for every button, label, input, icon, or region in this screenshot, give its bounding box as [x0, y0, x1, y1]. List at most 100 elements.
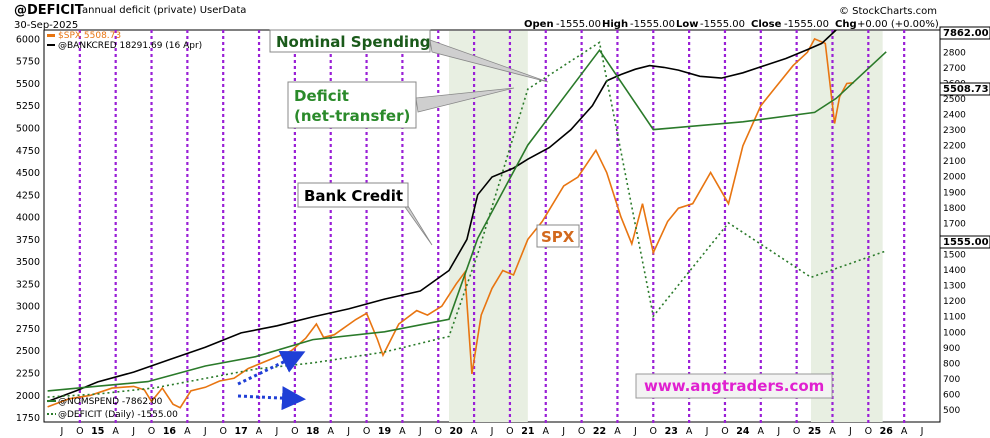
right-tick-label: 1800 [943, 204, 966, 214]
close-label: Close [751, 19, 782, 30]
x-month-label: A [327, 426, 334, 437]
x-year-label: 19 [378, 426, 391, 437]
x-month-label: J [60, 426, 64, 437]
right-tick-label: 1500 [943, 251, 966, 261]
callout-box [536, 224, 580, 248]
callout-pointer [415, 87, 515, 113]
x-year-label: 17 [235, 426, 248, 437]
open-value: -1555.00 [556, 19, 601, 30]
left-tick-label: 5500 [16, 79, 40, 90]
right-tick-label: 900 [943, 344, 960, 354]
x-month-label: O [148, 426, 155, 437]
header-symbol: @DEFICIT [14, 3, 84, 18]
series-layer [47, 29, 887, 409]
callout-text: Nominal Spending [276, 33, 430, 51]
badge-deficit-text: 1555.00 [943, 237, 989, 248]
left-tick-label: 2000 [16, 391, 40, 402]
series-deficit [47, 41, 887, 398]
callout-box [287, 81, 417, 129]
right-tick-label: 1300 [943, 282, 966, 292]
callout-text-line1: Deficit [294, 87, 349, 105]
badge-deficit-box [939, 235, 990, 249]
legend-bottom: @NOMSPEND -7862.00 @DEFICIT (Daily) -155… [47, 397, 178, 420]
series-spx [47, 37, 855, 409]
x-month-label: A [471, 426, 478, 437]
x-year-label: 21 [521, 426, 534, 437]
x-month-label: A [829, 426, 836, 437]
x-month-label: A [614, 426, 621, 437]
x-month-label: J [490, 426, 494, 437]
x-year-label: 22 [593, 426, 606, 437]
left-tick-label: 4250 [16, 190, 40, 201]
left-tick-label: 4750 [16, 146, 40, 157]
left-tick-label: 2250 [16, 369, 40, 380]
legend-deficit: @DEFICIT (Daily) -1555.00 [58, 410, 178, 420]
x-month-label: A [256, 426, 263, 437]
callout-pointer [429, 39, 549, 83]
header-subtitle: annual deficit (private) UserData [82, 5, 246, 16]
badge-spx-text: 5508.73 [943, 84, 989, 95]
callout-box [297, 182, 409, 208]
x-month-label: O [76, 426, 83, 437]
badge-spx: 5508.73 [939, 82, 990, 96]
left-tick-label: 1750 [16, 413, 40, 424]
x-month-label: O [434, 426, 441, 437]
left-tick-label: 5000 [16, 124, 40, 135]
series-bank-credit [47, 29, 837, 403]
right-tick-label: 2500 [943, 95, 966, 105]
legend-nomspend: @NOMSPEND -7862.00 [58, 397, 163, 407]
right-tick-label: 800 [943, 359, 960, 369]
legend-bankcred: @BANKCRED 18291.69 (16 Apr) [58, 41, 202, 51]
legend-spx-swatch [47, 34, 55, 37]
x-month-label: J [346, 426, 350, 437]
website-banner: www.angtraders.com [635, 373, 833, 399]
left-axis: 6000 5750 5500 5250 5000 4750 4500 4250 4000 3750… [16, 34, 40, 424]
x-month-label: J [275, 426, 279, 437]
x-year-label: 23 [665, 426, 678, 437]
left-tick-label: 5250 [16, 101, 40, 112]
x-month-label: O [363, 426, 370, 437]
legend-top: $SPX 5508.73 @BANKCRED 18291.69 (16 Apr) [47, 31, 202, 51]
low-label: Low [676, 19, 698, 30]
x-month-label: O [219, 426, 226, 437]
right-tick-label: 1200 [943, 297, 966, 307]
x-year-label: 20 [450, 426, 464, 437]
x-month-label: J [561, 426, 565, 437]
x-year-label: 15 [91, 426, 104, 437]
right-tick-label: 2800 [943, 48, 966, 58]
x-year-label: 24 [736, 426, 750, 437]
open-label: Open [524, 19, 554, 30]
callout-text: SPX [541, 228, 575, 246]
x-year-label: 25 [808, 426, 821, 437]
x-month-label: A [758, 426, 765, 437]
chg-value: +0.00 (+0.00%) [857, 19, 939, 30]
ohlc-readout: Open -1555.00 High -1555.00 Low -1555.00… [524, 19, 939, 30]
x-month-label: O [793, 426, 800, 437]
x-year-label: 16 [163, 426, 177, 437]
legend-bankcred-swatch [47, 44, 55, 46]
left-tick-label: 6000 [16, 34, 40, 45]
x-axis: J O A J O A J O A J O A J O A J O A J O A J O A J O A J O A J O A J O A J15 1… [60, 426, 924, 437]
x-month-label: J [705, 426, 709, 437]
x-month-label: J [418, 426, 422, 437]
left-tick-label: 3750 [16, 235, 40, 246]
x-month-label: O [506, 426, 513, 437]
callout-text-line2: (net-transfer) [294, 107, 410, 125]
x-month-label: O [650, 426, 657, 437]
annotation-nominal-spending: Nominal Spending [269, 29, 549, 83]
x-year-label: 18 [306, 426, 320, 437]
header-date: 30-Sep-2025 [14, 20, 78, 31]
low-value: -1555.00 [700, 19, 745, 30]
right-tick-label: 700 [943, 375, 960, 385]
x-month-label: A [686, 426, 693, 437]
series-nominal-spending [47, 48, 887, 392]
left-tick-label: 2500 [16, 346, 40, 357]
badge-nomspend: 7862.00 [939, 26, 990, 40]
left-tick-label: 3000 [16, 302, 40, 313]
website-text: www.angtraders.com [644, 377, 824, 395]
shade-band-0 [448, 31, 528, 422]
badge-nomspend-text: 7862.00 [943, 28, 989, 39]
x-month-label: O [578, 426, 585, 437]
left-tick-label: 3500 [16, 257, 40, 268]
x-month-label: A [112, 426, 119, 437]
